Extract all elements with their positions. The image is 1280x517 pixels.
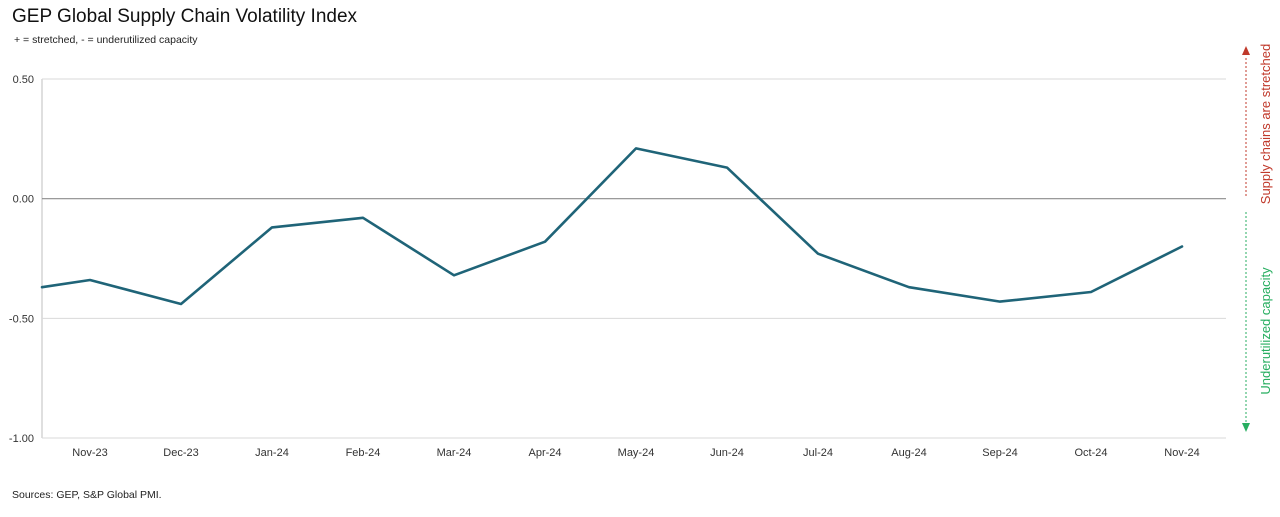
series-line (40, 147, 1184, 306)
x-tick-label: Jan-24 (255, 447, 289, 459)
y-tick-label: -0.50 (9, 313, 34, 325)
side-annotations: Supply chains are stretched Underutilize… (1242, 44, 1273, 432)
x-tick-label: Nov-23 (72, 447, 107, 459)
underutilized-label: Underutilized capacity (1258, 267, 1273, 395)
x-tick-label: Jun-24 (710, 447, 744, 459)
y-tick-label: 0.50 (13, 74, 34, 86)
x-tick-label: May-24 (618, 447, 655, 459)
stretched-label: Supply chains are stretched (1258, 44, 1273, 204)
stretched-arrow-head (1242, 46, 1250, 55)
x-tick-label: Feb-24 (346, 447, 381, 459)
y-tick-label: -1.00 (9, 433, 34, 445)
underutilized-arrow-head (1242, 423, 1250, 432)
chart-title: GEP Global Supply Chain Volatility Index (12, 6, 358, 27)
y-tick-labels: 0.50 0.00 -0.50 -1.00 (9, 74, 34, 445)
x-tick-label: Oct-24 (1074, 447, 1107, 459)
x-tick-label: Dec-23 (163, 447, 198, 459)
gridlines (41, 78, 1226, 439)
chart-subtitle: + = stretched, - = underutilized capacit… (14, 34, 198, 46)
x-tick-label: Apr-24 (528, 447, 561, 459)
line-chart: 0.50 0.00 -0.50 -1.00 Nov-23 Dec-23 Jan-24 Feb… (9, 44, 1273, 459)
x-tick-labels: Nov-23 Dec-23 Jan-24 Feb-24 Mar-24 Apr-24 May-… (72, 447, 1199, 459)
x-tick-label: Jul-24 (803, 447, 833, 459)
x-tick-label: Sep-24 (982, 447, 1017, 459)
x-tick-label: Mar-24 (437, 447, 472, 459)
y-tick-label: 0.00 (13, 194, 34, 206)
x-tick-label: Aug-24 (891, 447, 926, 459)
source-note: Sources: GEP, S&P Global PMI. (12, 489, 162, 501)
series-layer (40, 147, 1184, 306)
x-tick-label: Nov-24 (1164, 447, 1199, 459)
